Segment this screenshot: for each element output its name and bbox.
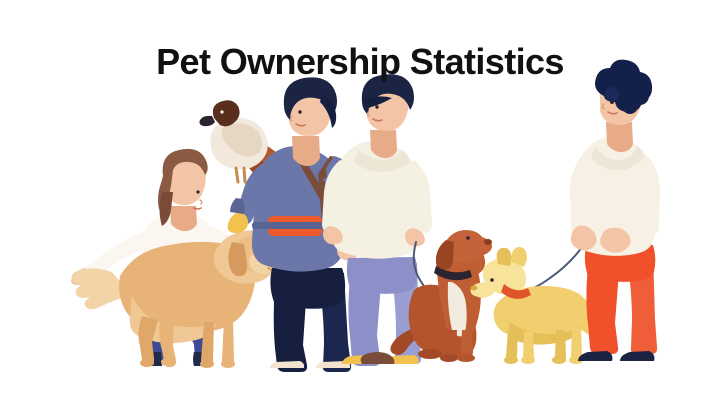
page-title: Pet Ownership Statistics [156,41,564,82]
figure-woman-with-yellow-dog [570,59,660,361]
pet-golden-retriever [71,230,284,368]
pet-yellow-dog [470,231,600,364]
pet-brown-dog [390,230,493,362]
